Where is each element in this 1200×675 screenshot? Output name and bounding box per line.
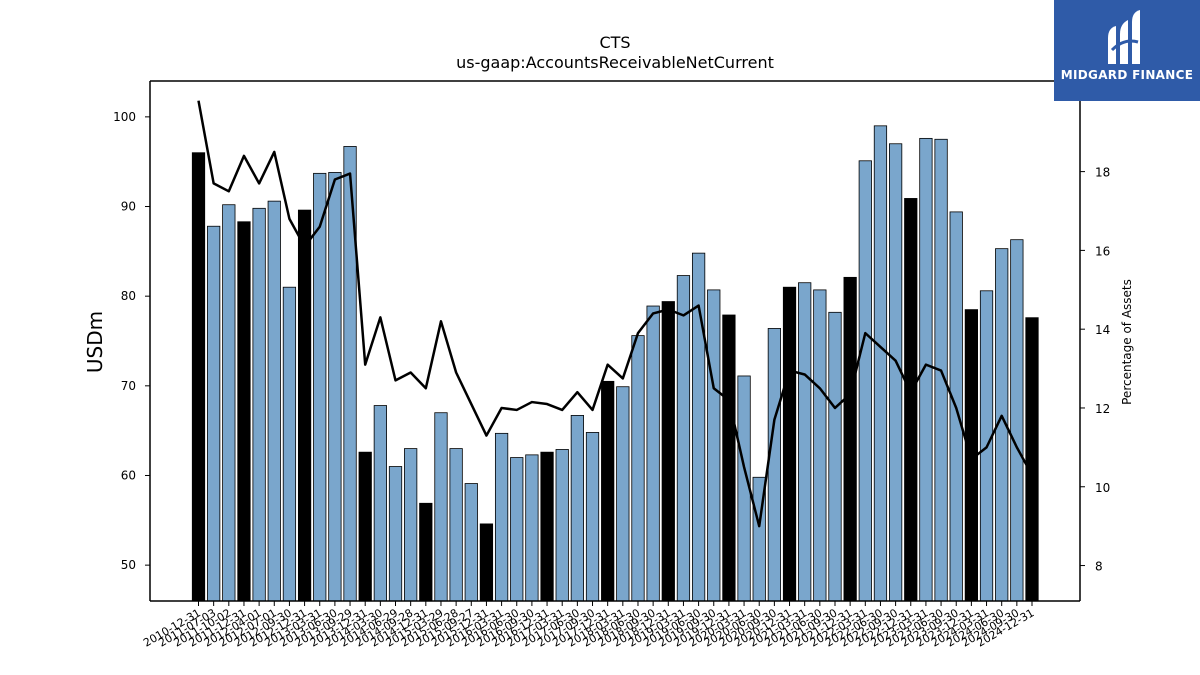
bar [707, 289, 721, 602]
chart-subtitle: us-gaap:AccountsReceivableNetCurrent [456, 53, 774, 72]
bar [631, 335, 645, 602]
bar [798, 282, 812, 602]
bar [585, 432, 600, 602]
y2-tick-label: 14 [1095, 323, 1110, 337]
bar [1025, 317, 1039, 602]
y2-tick-label: 8 [1095, 560, 1103, 574]
bar [919, 137, 933, 602]
x-axis-ticks: 2010-12-312011-07-032011-10-022011-12-31… [141, 601, 1037, 650]
y-tick-label: 70 [121, 379, 136, 393]
bar [676, 275, 691, 602]
bar [297, 209, 312, 602]
chart-title: CTS [599, 33, 630, 52]
bar [464, 483, 478, 602]
bar [767, 328, 781, 602]
bar [252, 207, 266, 602]
y2-tick-label: 18 [1095, 166, 1110, 180]
logo-mark-icon [1108, 10, 1140, 64]
bar [510, 457, 524, 602]
y-axis-ticks: 50 60 70 80 90 100 [113, 110, 150, 572]
brand-name: MIDGARD FINANCE [1060, 68, 1194, 82]
bar [282, 286, 297, 602]
bar [419, 502, 433, 602]
bar [525, 454, 539, 602]
brand-logo: MIDGARD FINANCE [1054, 0, 1200, 101]
bar [782, 286, 797, 602]
bar [722, 314, 736, 602]
bar [873, 125, 888, 602]
bar [494, 432, 509, 602]
y-axis-label: USDm [83, 311, 107, 373]
bar [1010, 239, 1024, 602]
bar [449, 448, 463, 602]
bar [434, 412, 448, 602]
bar [540, 451, 554, 602]
bar [843, 276, 857, 602]
y-tick-label: 80 [121, 289, 136, 303]
bar [601, 380, 615, 602]
bar [404, 448, 418, 602]
y-tick-label: 60 [121, 468, 136, 482]
y2-tick-label: 16 [1095, 244, 1110, 258]
bar [328, 172, 342, 602]
bar [555, 449, 569, 602]
bar-series [191, 125, 1039, 602]
axes [149, 80, 1081, 602]
percentage-line [197, 100, 1034, 528]
bar [570, 415, 584, 602]
bar [828, 311, 842, 602]
y2-axis-label: Percentage of Assets [1120, 279, 1134, 405]
line-series [197, 100, 1034, 528]
bar [358, 451, 372, 602]
y-tick-label: 100 [113, 110, 136, 124]
y2-tick-label: 12 [1095, 402, 1110, 416]
bar [237, 221, 251, 602]
bar [646, 305, 660, 602]
y-tick-label: 50 [121, 558, 136, 572]
bar [661, 301, 675, 602]
bar [388, 466, 403, 602]
bar [479, 523, 494, 602]
bar [222, 204, 236, 602]
y2-axis-ticks: 8 10 12 14 16 18 [1080, 166, 1110, 574]
bar [191, 152, 206, 602]
bar [813, 289, 827, 602]
bar [904, 198, 918, 602]
bar [858, 160, 872, 602]
y-tick-label: 90 [121, 200, 136, 214]
bar [313, 172, 327, 602]
bar [207, 225, 221, 602]
bar [267, 200, 281, 602]
bar [373, 405, 387, 602]
y2-tick-label: 10 [1095, 481, 1110, 495]
bar [616, 386, 630, 602]
